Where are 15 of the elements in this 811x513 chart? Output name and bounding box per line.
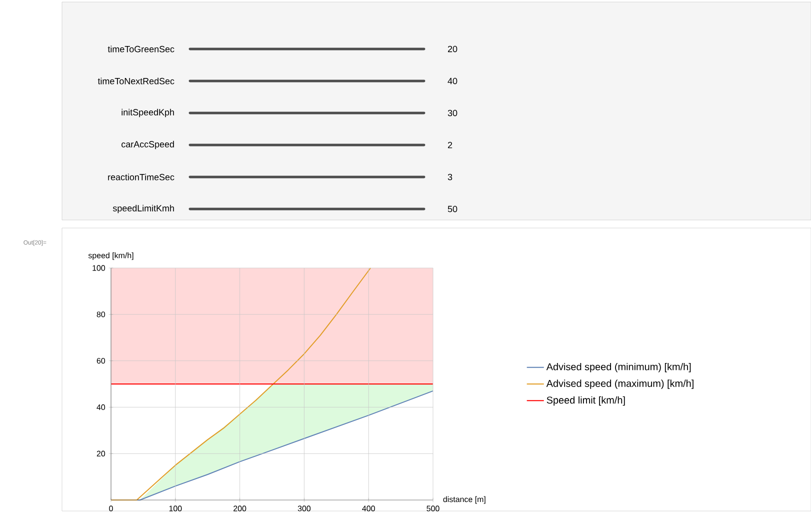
text: timeToNextRedSec [98, 78, 174, 84]
text: 2 [448, 142, 452, 148]
text: carAccSpeed [122, 140, 174, 150]
text: 20 [448, 46, 458, 52]
text: 30 [448, 110, 458, 116]
legend-label: Speed limit [km/h] [546, 396, 625, 406]
legend-label: Advised speed (minimum) [km/h] [546, 362, 691, 372]
text: initSpeedKph [122, 108, 174, 118]
text: reactionTimeSec [108, 174, 174, 180]
text: speedLimitKmh [112, 204, 174, 214]
text: 50 [448, 206, 458, 212]
text: timeToGreenSec [108, 46, 174, 52]
legend-label: Advised speed (maximum) [km/h] [546, 380, 694, 389]
text: 3 [448, 174, 452, 180]
text: 40 [448, 78, 458, 84]
